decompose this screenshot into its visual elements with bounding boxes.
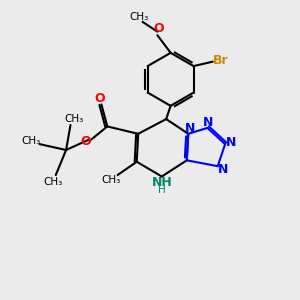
Text: NH: NH — [152, 176, 172, 190]
Text: N: N — [203, 116, 214, 129]
Text: CH₃: CH₃ — [21, 136, 40, 146]
Text: N: N — [226, 136, 236, 149]
Text: O: O — [94, 92, 105, 105]
Text: H: H — [158, 185, 166, 195]
Text: CH₃: CH₃ — [64, 114, 84, 124]
Text: O: O — [154, 22, 164, 35]
Text: CH₃: CH₃ — [101, 175, 121, 185]
Text: N: N — [218, 163, 228, 176]
Text: O: O — [80, 135, 91, 148]
Text: N: N — [185, 122, 196, 135]
Text: Br: Br — [213, 54, 229, 67]
Text: CH₃: CH₃ — [43, 176, 62, 187]
Text: CH₃: CH₃ — [130, 12, 149, 22]
